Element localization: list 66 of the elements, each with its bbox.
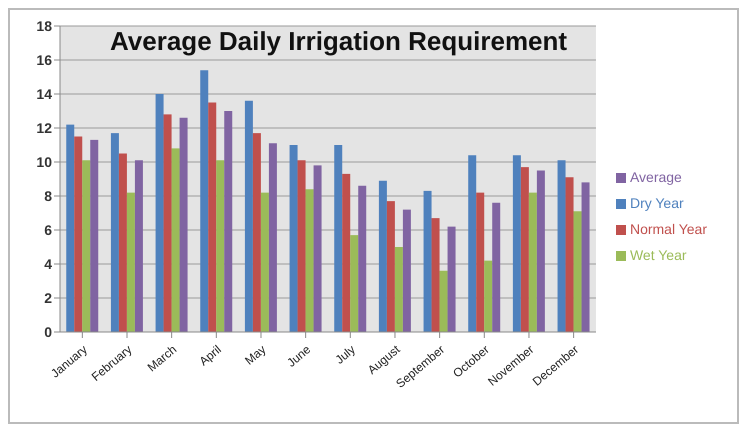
bar: [66, 124, 74, 332]
bar: [180, 118, 188, 332]
bar: [268, 143, 277, 332]
bar: [224, 111, 232, 332]
legend-label: Dry Year: [630, 195, 684, 211]
legend-label: Average: [630, 169, 682, 185]
bar: [566, 177, 574, 332]
bar: [520, 167, 529, 332]
bar: [298, 160, 306, 332]
bar: [424, 190, 432, 332]
bar: [290, 145, 298, 332]
bar: [476, 192, 484, 332]
bar: [432, 218, 440, 332]
bar: [378, 180, 387, 332]
bar: [200, 70, 208, 332]
bar: [558, 160, 566, 332]
bar: [342, 174, 350, 332]
y-tick-label: 0: [44, 324, 52, 340]
bar: [334, 145, 342, 332]
bar: [208, 102, 216, 332]
bar: [172, 148, 180, 332]
x-tick-label: May: [242, 342, 269, 368]
x-tick-label: July: [332, 342, 358, 367]
bar: [126, 192, 135, 332]
bar: [252, 133, 261, 332]
legend-label: Wet Year: [630, 247, 687, 263]
y-tick-label: 4: [44, 256, 52, 272]
bar: [582, 182, 590, 332]
bar: [386, 201, 395, 332]
bar: [448, 226, 456, 332]
bar: [394, 247, 403, 332]
x-tick-label: June: [284, 342, 314, 370]
bar: [574, 211, 582, 332]
bar: [260, 192, 269, 332]
bar: [156, 94, 164, 332]
y-tick-label: 16: [36, 52, 52, 68]
bar: [164, 114, 172, 332]
bar: [512, 155, 521, 332]
bar: [216, 160, 224, 332]
y-tick-label: 6: [44, 222, 52, 238]
bar: [402, 210, 411, 332]
bar: [440, 270, 448, 332]
bar: [358, 186, 366, 332]
y-tick-label: 12: [36, 120, 52, 136]
bar: [110, 133, 119, 332]
bar: [118, 154, 127, 332]
bar: [536, 170, 545, 332]
legend-label: Normal Year: [630, 221, 707, 237]
bar: [492, 202, 500, 332]
chart-title: Average Daily Irrigation Requirement: [110, 26, 568, 57]
y-tick-label: 14: [36, 86, 52, 102]
y-tick-label: 2: [44, 290, 52, 306]
bar: [82, 160, 90, 332]
bar: [244, 100, 253, 332]
bar: [134, 160, 143, 332]
bar: [314, 165, 322, 332]
y-tick-label: 8: [44, 188, 52, 204]
bar: [484, 260, 492, 332]
bar: [350, 235, 358, 332]
bar: [90, 140, 98, 332]
bar: [528, 192, 537, 332]
bar: [468, 155, 476, 332]
y-tick-label: 10: [36, 154, 52, 170]
bar: [306, 189, 314, 332]
bar: [74, 136, 82, 332]
y-tick-label: 18: [36, 18, 52, 34]
